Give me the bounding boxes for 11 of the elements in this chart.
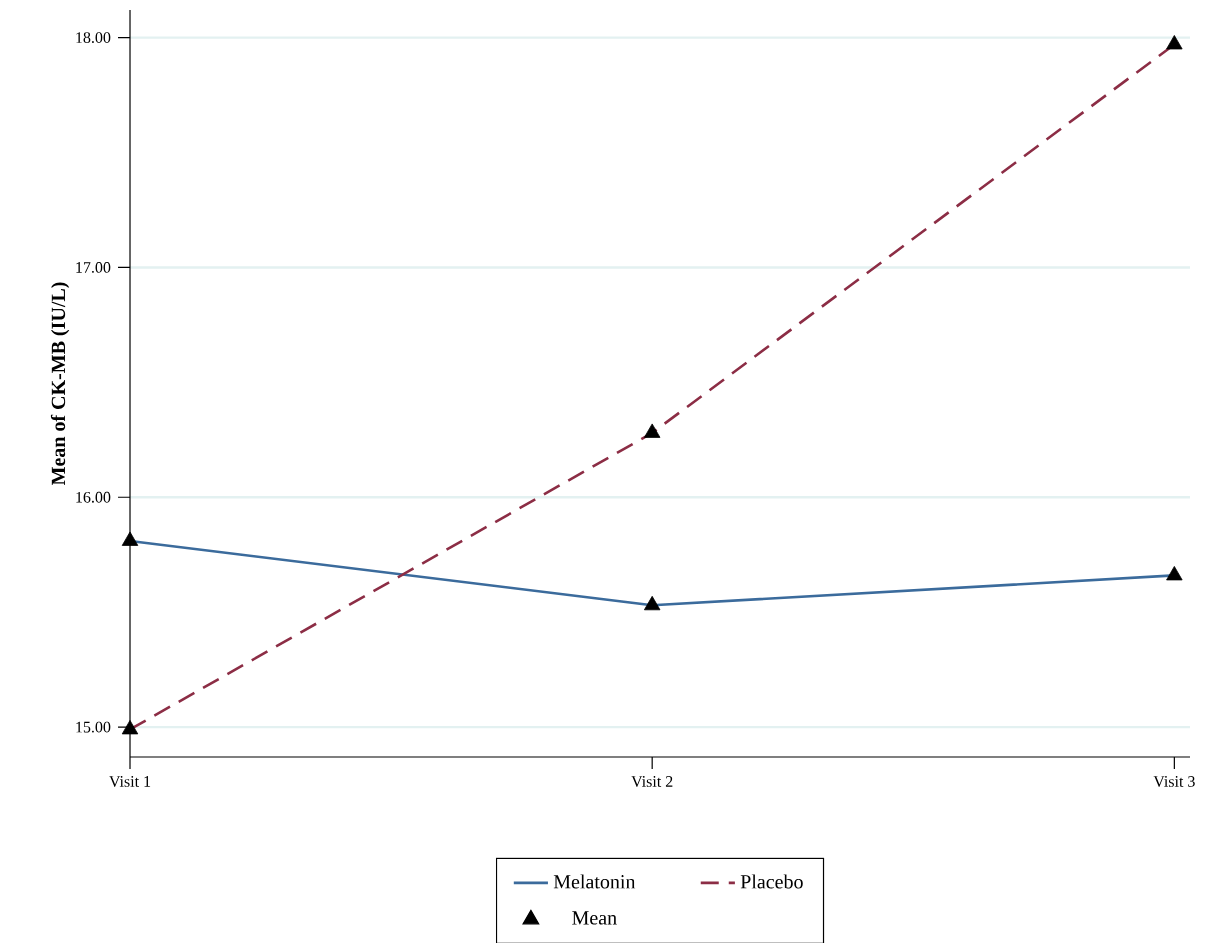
- legend-label: Melatonin: [553, 874, 636, 889]
- y-tick-label: 16.00: [76, 491, 111, 503]
- y-axis-title: Mean of CK-MB (IU/L): [50, 282, 70, 486]
- legend-label: Mean: [572, 911, 617, 925]
- x-tick-label: Visit 3: [1153, 776, 1195, 787]
- y-tick-label: 18.00: [76, 32, 111, 43]
- x-tick-label: Visit 1: [109, 776, 151, 787]
- y-tick-label: 17.00: [76, 262, 111, 273]
- x-tick-label: Visit 2: [631, 776, 673, 787]
- legend-label: Placebo: [740, 874, 803, 889]
- y-tick-label: 15.00: [76, 721, 111, 733]
